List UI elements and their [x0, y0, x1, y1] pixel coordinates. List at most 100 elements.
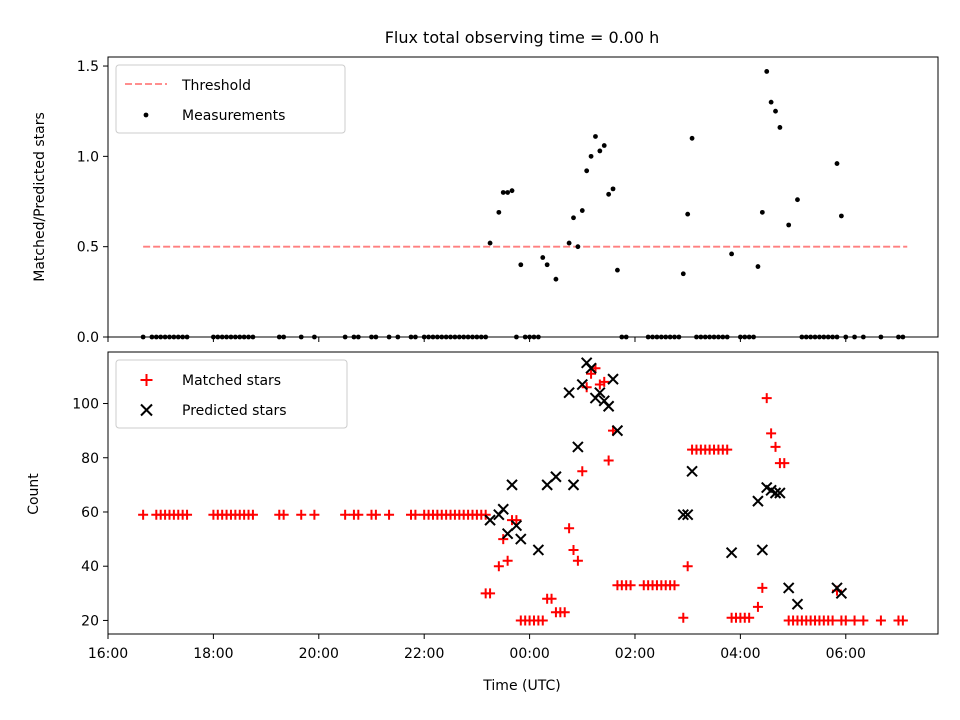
x-tick-label: 06:00 — [826, 646, 866, 662]
bottom-y-tick-label: 100 — [72, 397, 99, 413]
measurement-point — [755, 264, 761, 269]
legend-matched-swatch — [140, 374, 153, 386]
measurement-point — [588, 153, 594, 159]
matched-star-point — [247, 509, 258, 520]
bottom-panel: 20 40 60 80 100 16:00 18:00 20:00 22:00 00:00 02:… — [26, 351, 939, 694]
top-y-axis-label: Matched/Predicted stars — [32, 112, 48, 282]
x-tick-label: 20:00 — [299, 646, 339, 662]
bottom-y-tick-label: 40 — [81, 559, 99, 575]
matched-star-point — [410, 509, 421, 520]
matched-star-point — [485, 588, 496, 599]
predicted-star-point — [774, 487, 786, 499]
matched-star-point — [599, 376, 610, 387]
matched-star-point — [568, 544, 579, 555]
measurement-point — [838, 213, 844, 219]
legend-predicted-swatch — [140, 403, 153, 417]
matched-star-point — [678, 612, 689, 623]
measurement-point — [500, 190, 506, 195]
predicted-star-point — [572, 441, 584, 453]
predicted-star-point — [515, 533, 527, 545]
top-legend: Threshold Measurements — [115, 64, 346, 134]
measurement-point — [518, 262, 524, 268]
matched-star-point — [779, 458, 790, 469]
measurement-point — [544, 262, 550, 268]
measurement-point — [553, 276, 559, 282]
matched-star-point — [586, 368, 597, 379]
bottom-axes-frame — [107, 351, 939, 635]
matched-star-point — [572, 555, 583, 566]
measurement-point — [834, 161, 840, 166]
bottom-legend-box — [115, 359, 348, 429]
measurement-point — [593, 134, 598, 139]
measurement-point — [571, 215, 576, 221]
x-tick-label: 02:00 — [615, 646, 655, 662]
legend-threshold-label: Threshold — [181, 78, 251, 94]
matched-star-point — [581, 382, 592, 393]
predicted-star-point — [594, 386, 606, 399]
matched-star-point — [559, 607, 570, 618]
matched-star-point — [744, 612, 755, 623]
measurement-point — [566, 240, 572, 246]
bottom-y-axis-label: Count — [26, 473, 42, 515]
matched-star-point — [897, 615, 908, 626]
predicted-star-point — [752, 495, 764, 507]
measurement-point — [584, 168, 590, 174]
matched-star-point — [278, 509, 289, 520]
matched-star-point — [309, 509, 320, 520]
matched-star-point — [564, 523, 575, 534]
measurement-point — [487, 240, 493, 246]
measurement-point — [685, 211, 691, 217]
measurement-point — [768, 99, 774, 105]
matched-star-point — [722, 444, 733, 455]
matched-star-point — [502, 555, 513, 566]
matched-star-point — [493, 561, 504, 572]
bottom-y-tick-label: 80 — [81, 451, 99, 467]
matched-star-point — [827, 615, 838, 626]
measurement-point — [795, 197, 800, 203]
predicted-star-point — [686, 465, 698, 478]
bottom-legend: Matched stars Predicted stars — [115, 359, 348, 429]
x-axis-label: Time (UTC) — [482, 678, 560, 694]
matched-star-point — [849, 615, 860, 626]
matched-star-point — [766, 428, 777, 439]
matched-star-point — [770, 441, 781, 452]
top-legend-box — [115, 64, 346, 134]
x-tick-label: 18:00 — [193, 646, 233, 662]
predicted-star-point — [681, 508, 694, 521]
matched-star-point — [182, 509, 193, 520]
predicted-star-point — [607, 373, 619, 385]
matched-star-point — [296, 509, 307, 520]
matched-star-point — [757, 582, 768, 593]
matched-star-point — [875, 615, 886, 626]
predicted-star-point — [484, 514, 496, 526]
matched-star-point — [537, 615, 548, 626]
legend-matched-label: Matched stars — [182, 373, 281, 389]
matched-star-point — [353, 509, 364, 520]
measurement-point — [773, 108, 778, 114]
predicted-star-point — [567, 479, 580, 491]
predicted-star-point — [677, 508, 689, 521]
predicted-star-point — [725, 546, 738, 559]
x-tick-label: 22:00 — [404, 646, 444, 662]
predicted-star-point — [576, 378, 588, 391]
measurement-point — [777, 125, 783, 130]
predicted-star-point — [532, 544, 545, 556]
predicted-star-point — [506, 479, 518, 491]
matched-star-point — [546, 593, 557, 604]
x-tick-label: 00:00 — [509, 646, 549, 662]
matched-star-point — [603, 455, 614, 466]
predicted-star-point — [497, 503, 509, 515]
top-y-tick-label: 1.0 — [77, 149, 99, 165]
matched-star-point — [384, 509, 395, 520]
predicted-star-point — [585, 362, 597, 374]
matched-star-point — [840, 615, 851, 626]
legend-predicted-label: Predicted stars — [182, 403, 287, 419]
measurement-point — [579, 208, 585, 213]
x-tick-label: 16:00 — [88, 646, 128, 662]
predicted-star-point — [791, 598, 804, 610]
legend-measurements-swatch — [143, 112, 149, 118]
measurement-point — [689, 135, 695, 141]
predicted-star-point — [501, 527, 514, 540]
predicted-star-point — [835, 587, 848, 600]
predicted-star-point — [756, 544, 769, 556]
